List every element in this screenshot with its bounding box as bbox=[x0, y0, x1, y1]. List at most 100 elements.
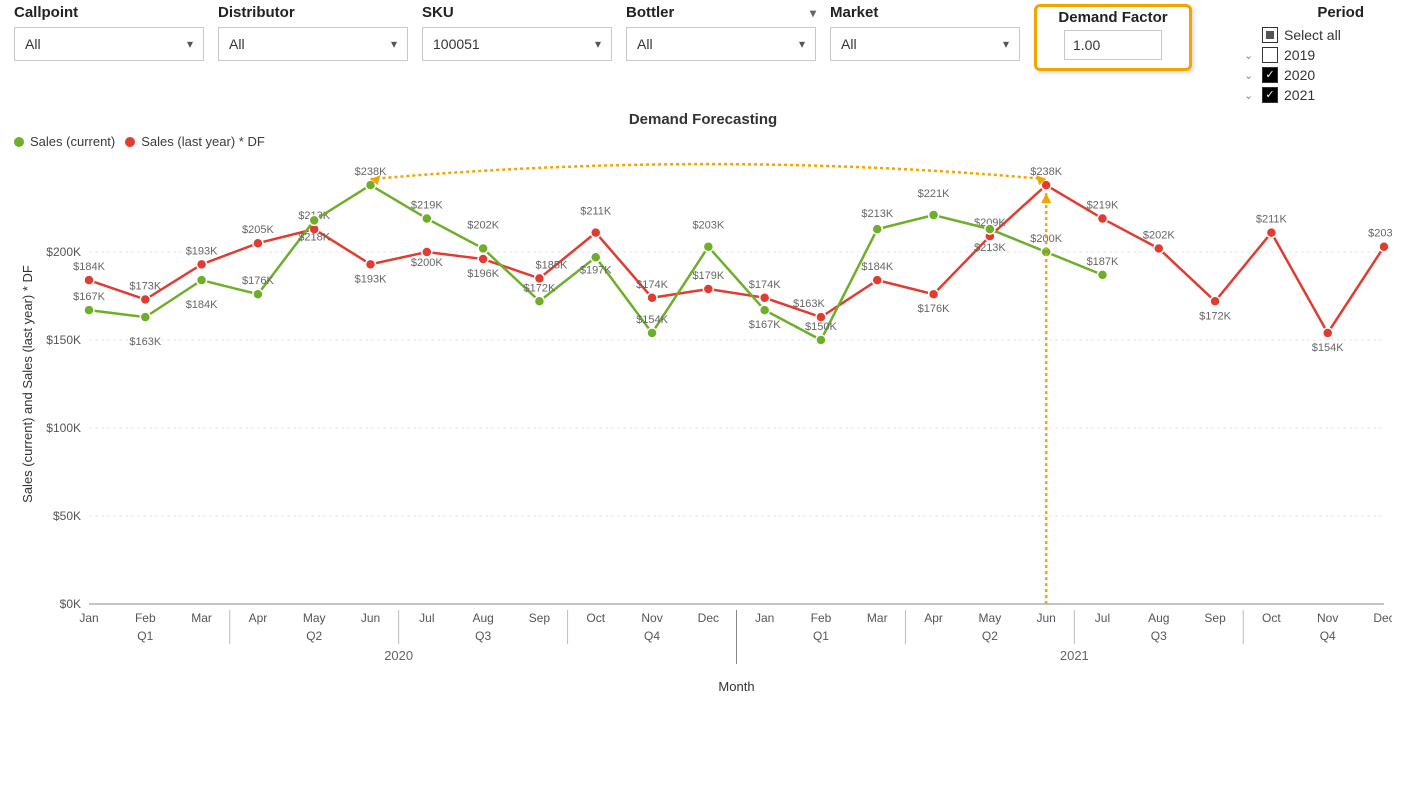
slicer-label-text: Callpoint bbox=[14, 4, 78, 21]
period-item[interactable]: ⌄2021 bbox=[1214, 87, 1364, 103]
data-point[interactable] bbox=[872, 275, 882, 285]
slicer-select-market[interactable]: All ▾ bbox=[830, 27, 1020, 61]
data-point[interactable] bbox=[309, 215, 319, 225]
data-label: $173K bbox=[129, 281, 161, 293]
x-tick-month: Sep bbox=[529, 611, 551, 625]
data-label: $219K bbox=[411, 200, 443, 212]
data-point[interactable] bbox=[760, 293, 770, 303]
legend-marker-icon bbox=[125, 137, 135, 147]
data-point[interactable] bbox=[1097, 214, 1107, 224]
data-label: $193K bbox=[355, 273, 387, 285]
data-point[interactable] bbox=[366, 259, 376, 269]
data-point[interactable] bbox=[760, 305, 770, 315]
data-point[interactable] bbox=[478, 254, 488, 264]
data-point[interactable] bbox=[591, 228, 601, 238]
x-tick-month: Aug bbox=[1148, 611, 1169, 625]
annotation-arc bbox=[371, 164, 1047, 179]
arrowhead-icon bbox=[1041, 193, 1051, 203]
x-tick-month: Oct bbox=[1262, 611, 1281, 625]
data-point[interactable] bbox=[478, 243, 488, 253]
period-item-label: 2020 bbox=[1284, 67, 1315, 83]
data-point[interactable] bbox=[929, 289, 939, 299]
data-point[interactable] bbox=[1097, 270, 1107, 280]
data-point[interactable] bbox=[1266, 228, 1276, 238]
y-tick-label: $0K bbox=[60, 597, 81, 611]
period-item[interactable]: ⌄2019 bbox=[1214, 47, 1364, 63]
data-point[interactable] bbox=[929, 210, 939, 220]
x-tick-month: Mar bbox=[867, 611, 888, 625]
slicer-select-bottler[interactable]: All ▾ bbox=[626, 27, 816, 61]
data-point[interactable] bbox=[1210, 296, 1220, 306]
x-tick-month: Mar bbox=[191, 611, 212, 625]
expand-icon: ⌄ bbox=[1244, 69, 1256, 82]
data-point[interactable] bbox=[1379, 242, 1389, 252]
data-point[interactable] bbox=[591, 252, 601, 262]
demand-factor-box: Demand Factor 1.00 bbox=[1034, 4, 1192, 71]
data-point[interactable] bbox=[647, 328, 657, 338]
data-point[interactable] bbox=[422, 214, 432, 224]
period-item[interactable]: Select all bbox=[1214, 27, 1364, 43]
period-item[interactable]: ⌄ 2020 bbox=[1214, 67, 1364, 83]
data-label: $197K bbox=[580, 264, 612, 276]
x-tick-quarter: Q1 bbox=[813, 629, 829, 643]
data-label: $176K bbox=[242, 275, 274, 287]
data-point[interactable] bbox=[253, 289, 263, 299]
y-tick-label: $150K bbox=[46, 333, 81, 347]
x-tick-month: Nov bbox=[1317, 611, 1338, 625]
data-point[interactable] bbox=[84, 275, 94, 285]
data-point[interactable] bbox=[140, 312, 150, 322]
checkbox-icon[interactable] bbox=[1262, 67, 1278, 83]
data-label: $167K bbox=[749, 319, 781, 331]
data-point[interactable] bbox=[985, 224, 995, 234]
slicer-label-callpoint: Callpoint bbox=[14, 4, 204, 21]
data-point[interactable] bbox=[197, 259, 207, 269]
data-point[interactable] bbox=[253, 238, 263, 248]
x-tick-month: Sep bbox=[1204, 611, 1226, 625]
data-point[interactable] bbox=[140, 295, 150, 305]
chevron-down-icon: ▾ bbox=[1003, 37, 1009, 51]
data-point[interactable] bbox=[816, 335, 826, 345]
x-tick-month: Jul bbox=[419, 611, 434, 625]
data-point[interactable] bbox=[197, 275, 207, 285]
x-tick-quarter: Q2 bbox=[306, 629, 322, 643]
demand-factor-label: Demand Factor bbox=[1058, 9, 1167, 26]
demand-factor-input[interactable]: 1.00 bbox=[1064, 30, 1162, 60]
slicer-label-distributor: Distributor bbox=[218, 4, 408, 21]
slicer-select-sku[interactable]: 100051 ▾ bbox=[422, 27, 612, 61]
data-label: $174K bbox=[636, 279, 668, 291]
x-tick-year: 2020 bbox=[384, 648, 413, 663]
data-point[interactable] bbox=[422, 247, 432, 257]
chart-area: $0K$50K$100K$150K$200KJanFebMarAprMayJun… bbox=[14, 149, 1392, 699]
filter-bar: Callpoint All ▾ Distributor All ▾ SKU 10… bbox=[0, 0, 1406, 107]
x-tick-month: May bbox=[979, 611, 1002, 625]
x-tick-month: Jan bbox=[79, 611, 98, 625]
checkbox-icon[interactable] bbox=[1262, 47, 1278, 63]
data-point[interactable] bbox=[703, 284, 713, 294]
checkbox-icon[interactable] bbox=[1262, 87, 1278, 103]
slicer-distributor: Distributor All ▾ bbox=[218, 4, 408, 61]
chart-title: Demand Forecasting bbox=[0, 111, 1406, 128]
data-point[interactable] bbox=[534, 296, 544, 306]
data-point[interactable] bbox=[872, 224, 882, 234]
x-tick-month: Dec bbox=[1373, 611, 1392, 625]
period-item-label: 2021 bbox=[1284, 87, 1315, 103]
chevron-down-icon: ▾ bbox=[187, 37, 193, 51]
data-label: $163K bbox=[129, 336, 161, 348]
data-label: $172K bbox=[524, 282, 556, 294]
data-point[interactable] bbox=[703, 242, 713, 252]
period-item-label: Select all bbox=[1284, 27, 1341, 43]
data-point[interactable] bbox=[647, 293, 657, 303]
expand-icon: ⌄ bbox=[1244, 49, 1256, 62]
checkbox-icon[interactable] bbox=[1262, 27, 1278, 43]
data-label: $150K bbox=[805, 321, 837, 333]
data-label: $238K bbox=[355, 166, 387, 178]
x-tick-month: Feb bbox=[811, 611, 832, 625]
data-point[interactable] bbox=[1154, 243, 1164, 253]
x-tick-month: Apr bbox=[924, 611, 943, 625]
data-point[interactable] bbox=[84, 305, 94, 315]
x-tick-year: 2021 bbox=[1060, 648, 1089, 663]
data-point[interactable] bbox=[1323, 328, 1333, 338]
data-label: $219K bbox=[1087, 200, 1119, 212]
slicer-select-distributor[interactable]: All ▾ bbox=[218, 27, 408, 61]
slicer-select-callpoint[interactable]: All ▾ bbox=[14, 27, 204, 61]
